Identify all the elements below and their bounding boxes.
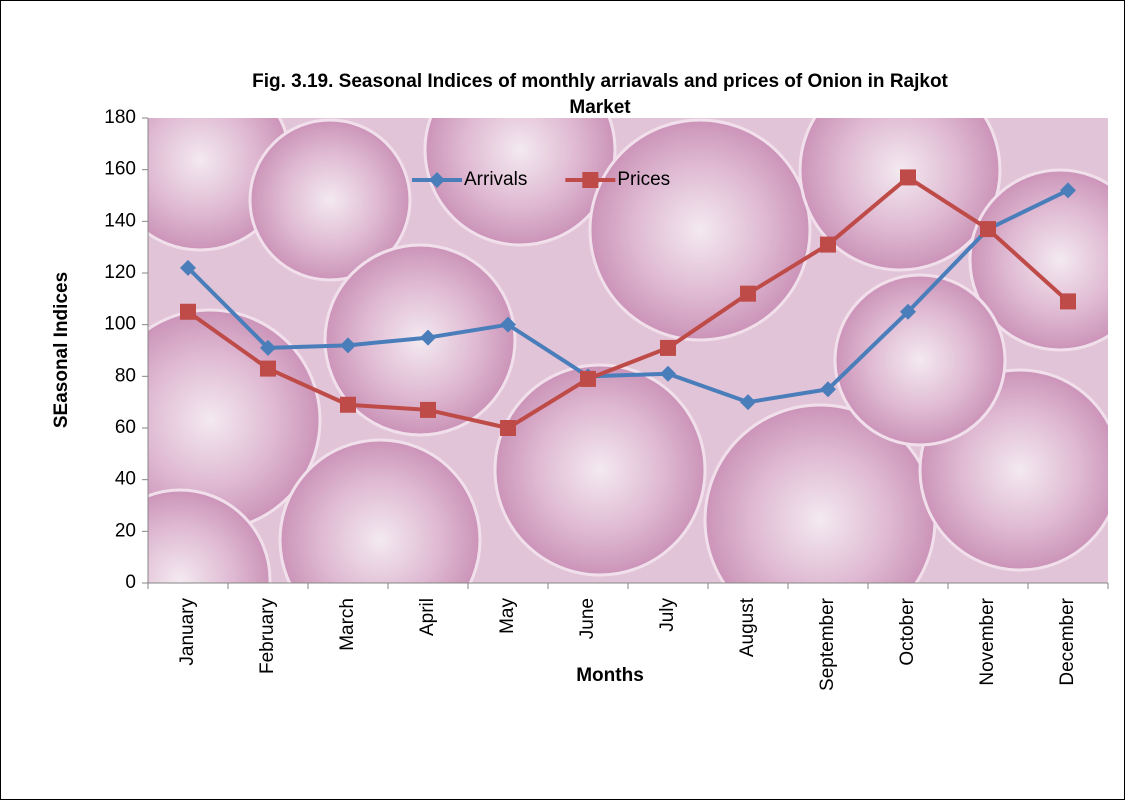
x-tick-label: November <box>977 597 998 685</box>
y-tick-label: 160 <box>104 159 136 180</box>
y-tick-label: 60 <box>115 417 136 438</box>
legend-label: Arrivals <box>464 169 527 190</box>
legend-label: Prices <box>617 169 670 190</box>
x-tick-label: December <box>1057 597 1078 685</box>
data-point <box>180 304 196 320</box>
data-point <box>340 397 356 413</box>
y-tick-label: 120 <box>104 262 136 283</box>
data-point <box>820 237 836 253</box>
chart-title: Market <box>569 97 631 118</box>
data-point <box>582 172 598 188</box>
data-point <box>660 340 676 356</box>
x-tick-label: October <box>897 597 918 665</box>
y-tick-label: 100 <box>104 314 136 335</box>
data-point <box>580 371 596 387</box>
y-tick-label: 140 <box>104 210 136 231</box>
data-point <box>420 402 436 418</box>
x-tick-label: June <box>577 598 598 639</box>
y-tick-label: 40 <box>115 469 136 490</box>
x-tick-label: September <box>817 597 838 691</box>
data-point <box>980 221 996 237</box>
y-tick-label: 80 <box>115 365 136 386</box>
y-tick-label: 0 <box>125 572 136 593</box>
data-point <box>740 286 756 302</box>
x-tick-label: February <box>257 598 278 675</box>
y-axis-label: SEasonal Indices <box>51 272 72 428</box>
y-tick-label: 20 <box>115 520 136 541</box>
x-tick-label: May <box>497 598 518 634</box>
y-tick-label: 180 <box>104 107 136 128</box>
data-point <box>260 361 276 377</box>
x-tick-label: August <box>737 597 758 657</box>
data-point <box>500 420 516 436</box>
x-tick-label: March <box>337 598 358 651</box>
data-point <box>1060 293 1076 309</box>
x-axis-label: Months <box>576 665 644 686</box>
data-point <box>900 169 916 185</box>
x-tick-label: April <box>417 598 438 636</box>
plot-background <box>90 55 1125 670</box>
chart: Fig. 3.19. Seasonal Indices of monthly a… <box>0 0 1125 800</box>
x-tick-label: January <box>177 598 198 666</box>
chart-title: Fig. 3.19. Seasonal Indices of monthly a… <box>252 71 948 92</box>
x-tick-label: July <box>657 598 678 632</box>
